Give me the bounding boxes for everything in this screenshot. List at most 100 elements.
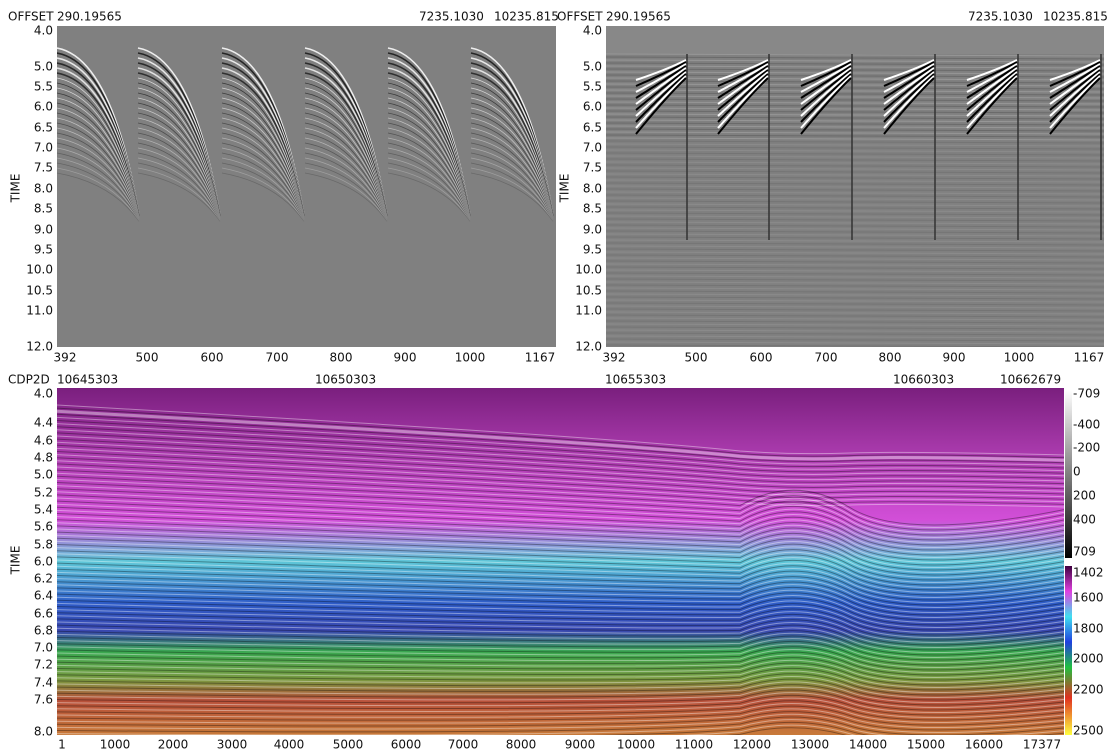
- reflection: [606, 278, 1104, 282]
- reflector: [57, 681, 1064, 704]
- x-tick-label: 1000: [100, 738, 131, 752]
- colorbar-label: -709: [1073, 387, 1100, 401]
- event: [1049, 63, 1101, 93]
- reflector: [57, 673, 1064, 696]
- reflection: [606, 74, 1104, 78]
- reflector: [57, 463, 1064, 505]
- reflection: [606, 290, 1104, 294]
- event: [966, 67, 1018, 105]
- reflection: [606, 329, 1104, 333]
- reflector: [57, 556, 1064, 596]
- header-value: 290.19565: [57, 10, 122, 24]
- y-tick-label: 7.0: [583, 141, 602, 155]
- x-tick-label: 600: [201, 351, 224, 365]
- x-tick-label: 700: [815, 351, 838, 365]
- x-tick-label: 17377: [1023, 738, 1061, 752]
- reflection: [470, 142, 554, 220]
- reflection: [304, 147, 388, 221]
- reflector: [57, 659, 1064, 684]
- reflection: [57, 142, 140, 220]
- y-tick-label: 5.0: [34, 60, 53, 74]
- reflection: [606, 284, 1104, 288]
- reflector: [57, 525, 1064, 571]
- reflector: [57, 635, 1064, 661]
- reflector: [590, 721, 1064, 735]
- y-tick-label: 7.5: [34, 161, 53, 175]
- reflection: [304, 137, 388, 220]
- reflection: [470, 157, 554, 221]
- y-tick-label: 7.0: [34, 141, 53, 155]
- event: [883, 67, 935, 105]
- y-tick-label: 4.0: [34, 387, 53, 401]
- reflector: [57, 429, 1064, 477]
- reflector: [57, 534, 1064, 579]
- reflection: [137, 152, 221, 221]
- reflector: [57, 488, 1064, 541]
- reflector: [57, 686, 1064, 709]
- reflection: [137, 132, 221, 220]
- reflection: [57, 137, 140, 220]
- y-tick-label: 8.0: [34, 725, 53, 739]
- reflector: [57, 447, 1064, 492]
- reflection: [606, 119, 1104, 123]
- reflector: [57, 640, 1064, 666]
- reflector: [57, 670, 1064, 694]
- event: [800, 67, 852, 105]
- reflection: [137, 157, 221, 221]
- reflection: [606, 122, 1104, 126]
- x-tick-label: 500: [136, 351, 159, 365]
- reflection: [606, 158, 1104, 162]
- reflection: [470, 172, 554, 222]
- reflector: [57, 537, 1064, 581]
- reflector: [57, 562, 1064, 601]
- event: [966, 61, 1018, 87]
- x-tick-label: 1167: [1074, 351, 1105, 365]
- reflector: [57, 438, 1064, 485]
- reflection: [606, 263, 1104, 267]
- x-tick-label: 700: [266, 351, 289, 365]
- event: [717, 71, 769, 117]
- reflection: [606, 251, 1104, 255]
- reflection: [137, 137, 221, 220]
- reflector: [57, 593, 1064, 626]
- event: [800, 75, 852, 129]
- reflection: [606, 293, 1104, 297]
- reflection: [606, 110, 1104, 114]
- reflection: [304, 127, 388, 220]
- reflection: [470, 147, 554, 221]
- y-tick-label: 6.5: [34, 121, 53, 135]
- reflection: [221, 172, 305, 222]
- reflection: [470, 152, 554, 221]
- reflector: [57, 618, 1064, 646]
- y-tick-label: 10.5: [575, 284, 602, 298]
- x-tick-label: 900: [394, 351, 417, 365]
- reflection: [387, 172, 471, 222]
- reflector: [57, 503, 1064, 553]
- reflection: [57, 167, 140, 222]
- reflection: [606, 134, 1104, 138]
- reflector: [57, 590, 1064, 624]
- x-tick-label: 12000: [733, 738, 771, 752]
- y-tick-label: 11.0: [26, 304, 53, 318]
- reflection: [57, 162, 140, 221]
- reflector: [57, 716, 1064, 735]
- header-value: 10662679: [1000, 373, 1061, 387]
- event: [635, 73, 687, 123]
- x-tick-label: 13000: [791, 738, 829, 752]
- reflection: [387, 127, 471, 220]
- reflection: [606, 344, 1104, 347]
- reflection: [304, 157, 388, 221]
- reflection: [606, 335, 1104, 339]
- x-tick-label: 14000: [849, 738, 887, 752]
- reflection: [606, 194, 1104, 198]
- header-value: 7235.1030: [419, 10, 484, 24]
- reflection: [606, 53, 1104, 57]
- y-tick-label: 6.0: [583, 100, 602, 114]
- gather-left: [57, 26, 556, 347]
- event: [1049, 59, 1101, 81]
- header-label: OFFSET: [557, 10, 603, 24]
- reflection: [606, 131, 1104, 135]
- reflection: [606, 107, 1104, 111]
- y-tick-label: 6.2: [34, 572, 53, 586]
- reflection: [57, 157, 140, 221]
